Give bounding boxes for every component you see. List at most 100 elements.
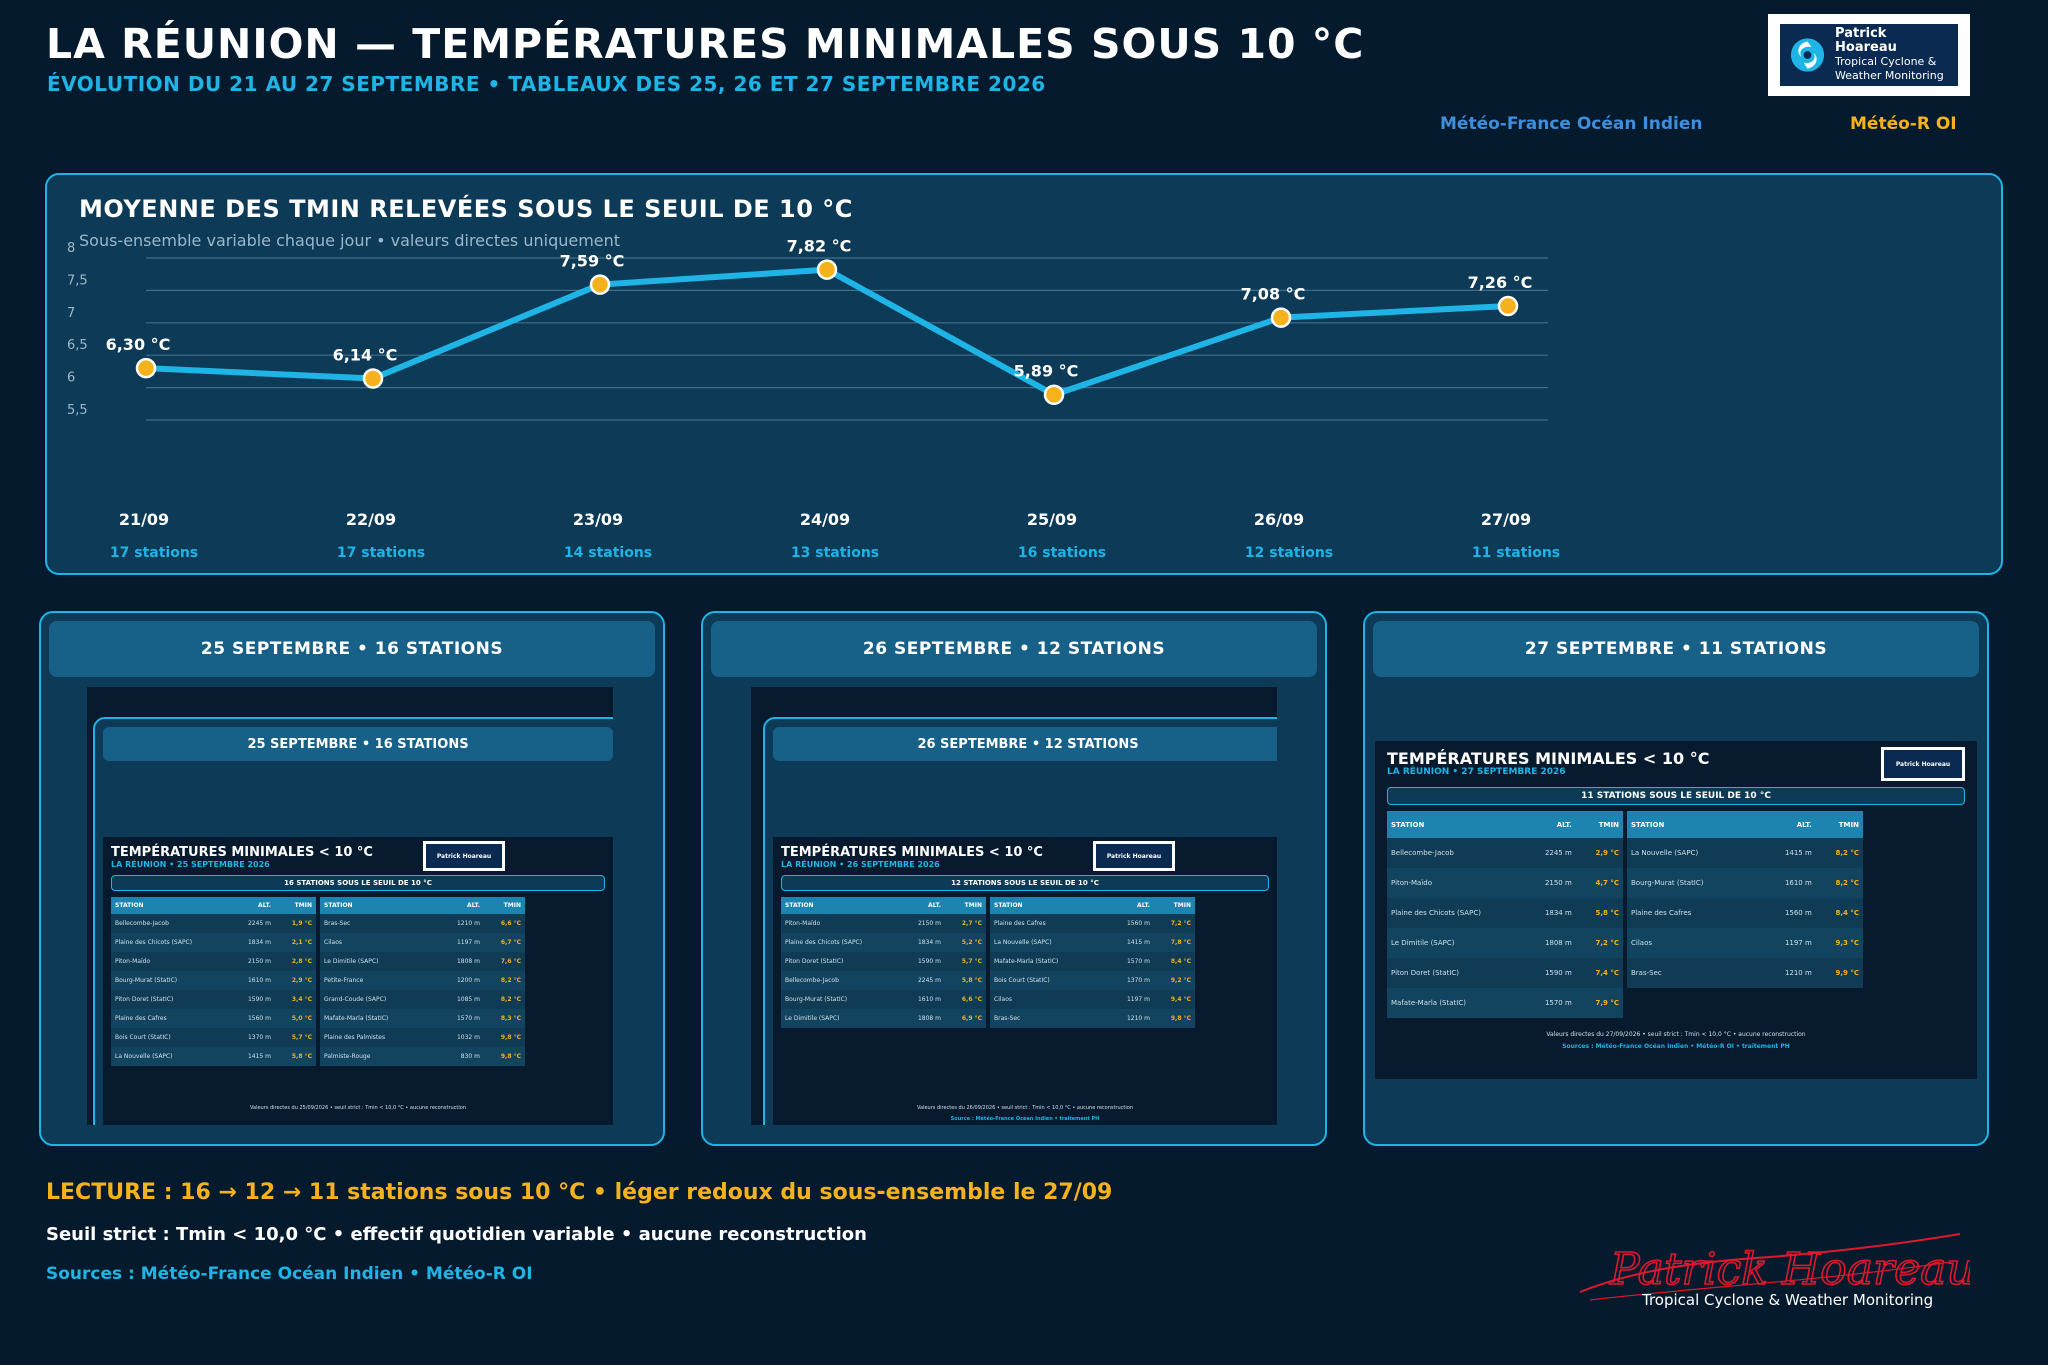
station-tmin: 4,7 °C bbox=[1575, 868, 1623, 898]
station-altitude: 1560 m bbox=[1763, 898, 1816, 928]
station-altitude: 1570 m bbox=[438, 1009, 484, 1029]
station-tmin: 9,4 °C bbox=[1153, 990, 1195, 1010]
table-row: Bellecombe-Jacob 2245 m 2,9 °C bbox=[1387, 838, 1623, 868]
station-altitude: 1210 m bbox=[438, 914, 484, 934]
line-chart: 5,5 6 6,5 7 7,5 8 6,30 °C 21/09 17 stations 6,14 … bbox=[67, 237, 1560, 561]
data-label: 7,26 °C bbox=[1468, 273, 1533, 292]
data-point bbox=[816, 259, 838, 280]
station-altitude: 1197 m bbox=[438, 933, 484, 953]
table-row: Bras-Sec 1210 m 9,9 °C bbox=[1627, 958, 1863, 988]
station-name: Bellecombe-Jacob bbox=[111, 914, 230, 934]
table-document: TEMPÉRATURES MINIMALES < 10 °C LA RÉUNION… bbox=[773, 837, 1277, 1125]
station-altitude: 1808 m bbox=[1523, 928, 1576, 958]
data-point bbox=[1270, 307, 1292, 328]
station-name: Piton-Maïdo bbox=[111, 952, 230, 972]
table-row: Mafate-Marla (StatIC) 1570 m 8,4 °C bbox=[990, 952, 1195, 972]
col-alt-header: ALT. bbox=[438, 897, 484, 915]
station-tmin: 7,4 °C bbox=[1575, 958, 1623, 988]
logo-name: Patrick Hoareau bbox=[1835, 26, 1897, 55]
station-altitude: 1415 m bbox=[1763, 838, 1816, 868]
table-row: La Nouvelle (SAPC) 1415 m 5,8 °C bbox=[111, 1047, 316, 1067]
station-tmin: 5,8 °C bbox=[944, 971, 986, 991]
station-name: Piton Doret (StatIC) bbox=[1387, 958, 1524, 988]
station-tmin: 8,2 °C bbox=[483, 990, 525, 1010]
station-altitude: 1210 m bbox=[1108, 1009, 1154, 1029]
doc-footnote: Valeurs directes du 27/09/2026 • seuil s… bbox=[1546, 1031, 1806, 1038]
station-altitude: 1834 m bbox=[899, 933, 945, 953]
svg-text:Patrick Hoareau: Patrick Hoareau bbox=[1609, 1244, 1970, 1295]
station-tmin: 5,8 °C bbox=[274, 1047, 316, 1067]
table-row: Bourg-Murat (StatIC) 1610 m 8,2 °C bbox=[1627, 868, 1863, 898]
station-name: Le Dimitile (SAPC) bbox=[320, 952, 439, 972]
table-panel-26: 26 SEPTEMBRE • 12 STATIONS 26 SEPTEMBRE … bbox=[701, 611, 1327, 1146]
x-tick-label: 26/09 bbox=[1254, 510, 1304, 529]
station-tmin: 6,6 °C bbox=[944, 990, 986, 1010]
station-name: Bras-Sec bbox=[1627, 958, 1764, 988]
y-tick-label: 6,5 bbox=[67, 338, 88, 353]
station-count-label: 14 stations bbox=[564, 545, 652, 561]
station-count-label: 16 stations bbox=[1018, 545, 1106, 561]
station-tmin: 2,7 °C bbox=[944, 914, 986, 934]
x-tick-label: 22/09 bbox=[346, 510, 396, 529]
table-row: Bois Court (StatIC) 1370 m 9,2 °C bbox=[990, 971, 1195, 991]
table-row: Bourg-Murat (StatIC) 1610 m 6,6 °C bbox=[781, 990, 986, 1010]
station-name: La Nouvelle (SAPC) bbox=[990, 933, 1109, 953]
table-row: Piton-Maïdo 2150 m 4,7 °C bbox=[1387, 868, 1623, 898]
panel-header: 26 SEPTEMBRE • 12 STATIONS bbox=[711, 621, 1317, 677]
stations-table: STATION ALT. TMIN Plaine des Cafres 1560 m 7,… bbox=[990, 897, 1195, 1029]
station-count-label: 13 stations bbox=[791, 545, 879, 561]
station-altitude: 1590 m bbox=[1523, 958, 1576, 988]
table-row: Plaine des Cafres 1560 m 7,2 °C bbox=[990, 914, 1195, 934]
brand-logo: Patrick Hoareau Tropical Cyclone & Weath… bbox=[1768, 14, 1970, 96]
data-label: 6,30 °C bbox=[106, 335, 171, 354]
table-row: Bourg-Murat (StatIC) 1610 m 2,9 °C bbox=[111, 971, 316, 991]
station-name: Bourg-Murat (StatIC) bbox=[781, 990, 900, 1010]
col-station-header: STATION bbox=[111, 897, 230, 915]
station-altitude: 1085 m bbox=[438, 990, 484, 1010]
data-point bbox=[135, 357, 157, 379]
page-subtitle: ÉVOLUTION DU 21 AU 27 SEPTEMBRE • TABLEA… bbox=[47, 72, 1046, 96]
signature-tagline: Tropical Cyclone & Weather Monitoring bbox=[1642, 1291, 1934, 1309]
station-altitude: 1560 m bbox=[1108, 914, 1154, 934]
station-tmin: 9,8 °C bbox=[483, 1047, 525, 1067]
station-name: Mafate-Marla (StatIC) bbox=[320, 1009, 439, 1029]
station-altitude: 1610 m bbox=[899, 990, 945, 1010]
station-name: Cilaos bbox=[320, 933, 439, 953]
table-row: Plaine des Chicots (SAPC) 1834 m 2,1 °C bbox=[111, 933, 316, 953]
table-document: TEMPÉRATURES MINIMALES < 10 °C LA RÉUNION… bbox=[103, 837, 613, 1125]
station-altitude: 2245 m bbox=[229, 914, 275, 934]
table-row: Piton Doret (StatIC) 1590 m 5,7 °C bbox=[781, 952, 986, 972]
cyclone-icon bbox=[1790, 38, 1825, 72]
y-tick-label: 8 bbox=[67, 241, 75, 256]
data-label: 6,14 °C bbox=[333, 346, 398, 365]
nested-header: 26 SEPTEMBRE • 12 STATIONS bbox=[773, 727, 1277, 761]
station-tmin: 9,2 °C bbox=[1153, 971, 1195, 991]
col-station-header: STATION bbox=[320, 897, 439, 915]
station-name: Bourg-Murat (StatIC) bbox=[1627, 868, 1764, 898]
station-name: Mafate-Marla (StatIC) bbox=[1387, 988, 1524, 1018]
col-alt-header: ALT. bbox=[899, 897, 945, 915]
station-tmin: 7,2 °C bbox=[1575, 928, 1623, 958]
station-count-label: 12 stations bbox=[1245, 545, 1333, 561]
doc-title: TEMPÉRATURES MINIMALES < 10 °C bbox=[1387, 749, 1710, 768]
table-row: Le Dimitile (SAPC) 1808 m 7,6 °C bbox=[320, 952, 525, 972]
stations-table: STATION ALT. TMIN Piton-Maïdo 2150 m 2,7 °C Pl… bbox=[781, 897, 986, 1029]
signature-logo: Patrick Hoareau bbox=[1579, 1233, 1970, 1301]
station-altitude: 1590 m bbox=[899, 952, 945, 972]
y-tick-label: 7 bbox=[67, 306, 75, 321]
table-row: Plaine des Chicots (SAPC) 1834 m 5,8 °C bbox=[1387, 898, 1623, 928]
data-point bbox=[589, 274, 611, 295]
table-row: Mafate-Marla (StatIC) 1570 m 7,9 °C bbox=[1387, 988, 1623, 1018]
station-name: Bois Court (StatIC) bbox=[990, 971, 1109, 991]
y-tick-label: 5,5 bbox=[67, 403, 88, 418]
table-row: Bellecombe-Jacob 2245 m 1,9 °C bbox=[111, 914, 316, 934]
table-row: Palmiste-Rouge 830 m 9,8 °C bbox=[320, 1047, 525, 1067]
col-tmin-header: TMIN bbox=[1575, 811, 1623, 838]
station-tmin: 7,8 °C bbox=[1153, 933, 1195, 953]
station-name: Grand-Coude (SAPC) bbox=[320, 990, 439, 1010]
station-altitude: 1834 m bbox=[229, 933, 275, 953]
doc-subtitle: LA RÉUNION • 25 SEPTEMBRE 2026 bbox=[111, 860, 270, 869]
station-altitude: 1570 m bbox=[1523, 988, 1576, 1018]
station-name: Cilaos bbox=[1627, 928, 1764, 958]
